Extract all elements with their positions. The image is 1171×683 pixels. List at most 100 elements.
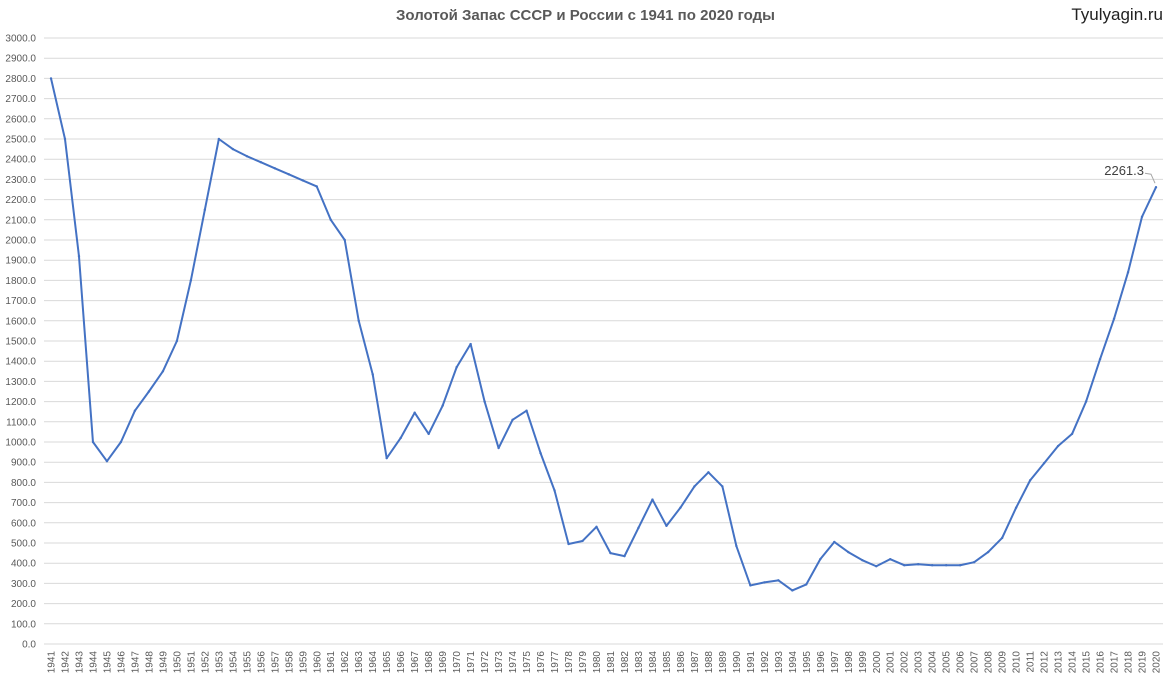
data-point bbox=[1070, 432, 1074, 436]
data-point bbox=[707, 471, 710, 474]
data-point bbox=[1042, 462, 1046, 465]
data-point bbox=[189, 279, 193, 282]
data-point bbox=[315, 185, 318, 188]
x-tick-label: 2017 bbox=[1110, 651, 1121, 674]
data-point bbox=[791, 589, 794, 592]
y-tick-label: 1900.0 bbox=[5, 256, 36, 267]
y-tick-label: 2300.0 bbox=[5, 175, 36, 186]
data-point bbox=[553, 489, 556, 492]
data-point bbox=[1112, 317, 1116, 320]
x-tick-label: 1958 bbox=[284, 651, 295, 674]
data-point bbox=[581, 539, 584, 543]
x-tick-label: 1943 bbox=[74, 651, 85, 674]
y-tick-label: 2200.0 bbox=[5, 195, 36, 206]
data-point bbox=[1056, 444, 1060, 448]
x-tick-label: 1954 bbox=[228, 651, 239, 674]
data-point bbox=[665, 524, 668, 528]
data-point bbox=[651, 498, 654, 501]
data-point bbox=[847, 550, 850, 554]
y-tick-label: 2600.0 bbox=[5, 114, 36, 125]
data-point bbox=[343, 238, 346, 242]
y-tick-label: 500.0 bbox=[11, 539, 36, 550]
data-point bbox=[1154, 186, 1158, 189]
data-point bbox=[1028, 479, 1032, 482]
x-tick-label: 2014 bbox=[1068, 651, 1079, 674]
data-point bbox=[91, 440, 95, 444]
y-tick-label: 1500.0 bbox=[5, 337, 36, 348]
x-tick-label: 1962 bbox=[340, 651, 351, 674]
x-tick-label: 2004 bbox=[928, 651, 939, 674]
x-tick-label: 1994 bbox=[788, 651, 799, 674]
x-axis-tick-labels: 1941 1942 1943 1944 1945 1946 1947 1948 1949 1950… bbox=[47, 651, 1163, 674]
x-tick-label: 2001 bbox=[886, 651, 897, 674]
data-point bbox=[903, 564, 906, 567]
x-tick-label: 2010 bbox=[1012, 651, 1023, 674]
x-tick-label: 1984 bbox=[648, 651, 659, 674]
data-point bbox=[875, 565, 878, 568]
x-tick-label: 1971 bbox=[466, 651, 477, 674]
watermark-text: Tyulyagin.ru bbox=[1071, 5, 1163, 24]
data-point bbox=[287, 173, 290, 176]
y-tick-label: 900.0 bbox=[11, 458, 36, 469]
x-tick-label: 2000 bbox=[872, 651, 883, 674]
x-tick-label: 1952 bbox=[200, 651, 211, 674]
data-point bbox=[497, 446, 500, 450]
data-point bbox=[972, 560, 976, 564]
x-tick-label: 1955 bbox=[242, 651, 253, 674]
x-tick-label: 1993 bbox=[774, 651, 785, 674]
x-tick-label: 2008 bbox=[984, 651, 995, 674]
data-point bbox=[539, 451, 542, 455]
x-tick-label: 1992 bbox=[760, 651, 771, 674]
x-tick-label: 1951 bbox=[186, 651, 197, 674]
data-point bbox=[161, 370, 165, 373]
data-point bbox=[371, 373, 374, 376]
y-tick-label: 2000.0 bbox=[5, 236, 36, 247]
y-tick-label: 600.0 bbox=[11, 518, 36, 529]
y-tick-label: 400.0 bbox=[11, 559, 36, 570]
x-tick-label: 2015 bbox=[1082, 651, 1093, 674]
data-point bbox=[511, 418, 514, 421]
x-tick-label: 1999 bbox=[858, 651, 869, 674]
series-line bbox=[50, 78, 1157, 592]
x-tick-label: 1991 bbox=[746, 651, 757, 674]
data-point bbox=[693, 485, 696, 488]
x-tick-label: 1944 bbox=[88, 651, 99, 674]
x-tick-label: 1970 bbox=[452, 651, 463, 674]
y-tick-label: 2400.0 bbox=[5, 155, 36, 166]
y-tick-label: 1700.0 bbox=[5, 296, 36, 307]
data-point bbox=[721, 485, 724, 488]
data-point bbox=[861, 558, 864, 562]
x-tick-label: 2011 bbox=[1026, 651, 1037, 673]
y-tick-label: 1300.0 bbox=[5, 377, 36, 388]
data-label-leader bbox=[1144, 172, 1156, 184]
y-tick-label: 2900.0 bbox=[5, 54, 36, 65]
data-point bbox=[329, 218, 332, 221]
data-point bbox=[273, 167, 276, 170]
y-tick-label: 1400.0 bbox=[5, 357, 36, 368]
data-point bbox=[679, 506, 682, 509]
data-point bbox=[735, 544, 738, 548]
data-point bbox=[931, 564, 934, 567]
x-tick-label: 1981 bbox=[606, 651, 617, 674]
x-tick-label: 1980 bbox=[592, 651, 603, 674]
data-point bbox=[917, 563, 920, 566]
x-tick-label: 1995 bbox=[802, 651, 813, 674]
x-tick-label: 1963 bbox=[354, 651, 365, 674]
x-tick-label: 2018 bbox=[1124, 651, 1135, 674]
data-point bbox=[1014, 506, 1018, 509]
y-tick-label: 200.0 bbox=[11, 599, 36, 610]
x-tick-label: 1996 bbox=[816, 651, 827, 674]
x-tick-label: 2002 bbox=[900, 651, 911, 674]
x-tick-label: 1983 bbox=[634, 651, 645, 674]
data-point bbox=[1098, 357, 1102, 361]
data-labels: 2261.3 bbox=[1104, 163, 1156, 184]
x-tick-label: 1977 bbox=[550, 651, 561, 674]
x-tick-label: 2006 bbox=[956, 651, 967, 674]
data-point bbox=[455, 366, 458, 369]
y-tick-label: 1200.0 bbox=[5, 397, 36, 408]
x-tick-label: 1957 bbox=[270, 651, 281, 674]
y-tick-label: 1000.0 bbox=[5, 438, 36, 449]
data-point bbox=[749, 584, 752, 587]
data-point bbox=[63, 137, 67, 141]
